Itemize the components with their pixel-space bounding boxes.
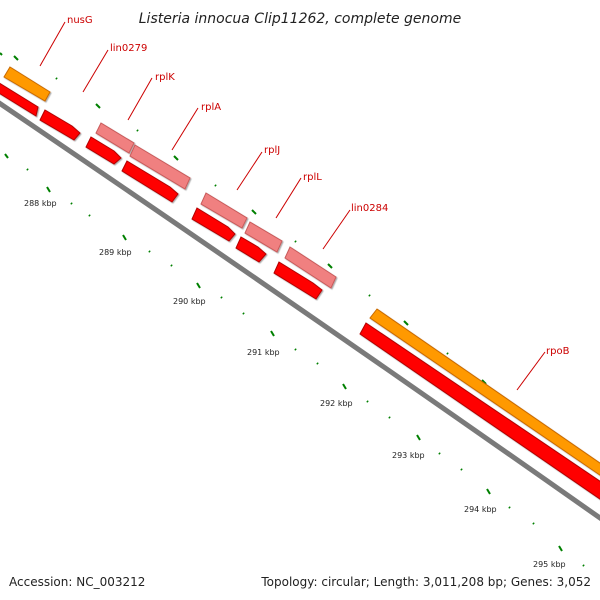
genome-backbone <box>0 100 600 522</box>
tick-marks <box>0 52 591 567</box>
tick-label: 295 kbp <box>533 560 566 569</box>
map-title: Listeria innocua Clip11262, complete gen… <box>139 11 461 27</box>
major-tick <box>4 153 9 159</box>
gene-label-lin0279: lin0279 <box>110 43 147 54</box>
minor-tick <box>55 77 58 80</box>
major-tick <box>46 186 51 193</box>
connector-lin0279 <box>82 49 109 93</box>
gene-label-rplj: rplJ <box>264 145 280 156</box>
pink-feature-rplj <box>200 192 248 229</box>
major-tick <box>122 234 127 241</box>
major-tick <box>173 155 179 161</box>
connector-rplk <box>127 77 153 121</box>
tick-label: 294 kbp <box>464 505 497 514</box>
minor-tick <box>388 416 391 419</box>
minor-tick <box>242 312 245 315</box>
red-feature-nusg <box>0 82 39 117</box>
minor-tick <box>214 184 217 187</box>
major-tick <box>95 103 101 109</box>
tick-label: 289 kbp <box>99 248 132 257</box>
tick-label: 292 kbp <box>320 399 353 408</box>
red-feature-rpll <box>235 236 267 263</box>
gene-label-rpll: rplL <box>303 172 322 183</box>
minor-tick <box>460 468 463 471</box>
minor-tick <box>294 348 297 351</box>
minor-tick <box>508 506 511 509</box>
major-tick <box>486 488 491 495</box>
orange-features <box>3 66 600 476</box>
genome-summary-text: Topology: circular; Length: 3,011,208 bp… <box>260 575 591 589</box>
accession-text: Accession: NC_003212 <box>9 575 145 589</box>
tick-label: 288 kbp <box>24 199 57 208</box>
pink-feature-rpla <box>129 144 191 190</box>
red-feature-rpob <box>359 322 600 500</box>
pink-feature-lin0284 <box>284 246 337 289</box>
minor-tick <box>582 564 585 567</box>
minor-tick <box>438 452 441 455</box>
minor-tick <box>220 296 223 299</box>
orange-feature-rpob <box>369 308 600 476</box>
connector-rpla <box>171 107 199 151</box>
gene-label-rpla: rplA <box>201 102 221 113</box>
gene-labels: nusG lin0279 rplK rplA rplJ rplL lin0284… <box>67 15 570 357</box>
pink-feature-rplk <box>95 122 135 154</box>
red-features <box>0 82 600 500</box>
red-feature-rplk <box>85 136 122 165</box>
red-feature-rpla <box>121 160 179 203</box>
minor-tick <box>70 202 73 205</box>
major-tick <box>558 545 563 552</box>
tick-label: 293 kbp <box>392 451 425 460</box>
minor-tick <box>170 264 173 267</box>
minor-tick <box>446 352 449 355</box>
tick-label: 291 kbp <box>247 348 280 357</box>
connector-rpob <box>516 351 546 391</box>
major-tick <box>342 383 347 390</box>
connector-lin0284 <box>322 209 351 250</box>
connector-rpll <box>275 177 302 219</box>
major-tick <box>251 209 257 215</box>
minor-tick <box>316 362 319 365</box>
pink-features <box>95 122 337 289</box>
major-tick <box>403 320 409 326</box>
tick-label: 290 kbp <box>173 297 206 306</box>
gene-label-rplk: rplK <box>155 72 175 83</box>
gene-label-lin0284: lin0284 <box>351 203 388 214</box>
red-feature-rplj <box>191 207 236 242</box>
red-feature-lin0284 <box>273 261 323 300</box>
gene-label-rpob: rpoB <box>546 346 570 357</box>
connector-nusg <box>39 21 66 67</box>
major-tick <box>270 330 275 337</box>
minor-tick <box>136 129 139 132</box>
major-tick <box>416 434 421 441</box>
minor-tick <box>366 400 369 403</box>
label-connectors <box>39 21 546 391</box>
pink-feature-rpll <box>244 221 283 253</box>
minor-tick <box>532 522 535 525</box>
minor-tick <box>294 240 297 243</box>
gene-label-nusg: nusG <box>67 15 93 26</box>
major-tick <box>13 55 19 61</box>
orange-feature-nusg <box>3 66 51 102</box>
major-tick <box>196 282 201 289</box>
minor-tick <box>368 294 371 297</box>
tick-labels: 288 kbp 289 kbp 290 kbp 291 kbp 292 kbp … <box>24 199 566 569</box>
minor-tick <box>148 250 151 253</box>
red-feature-lin0279 <box>39 109 81 141</box>
major-tick <box>0 52 3 56</box>
major-tick <box>327 263 333 269</box>
connector-rplj <box>236 151 263 191</box>
minor-tick <box>88 214 91 217</box>
minor-tick <box>26 168 29 171</box>
